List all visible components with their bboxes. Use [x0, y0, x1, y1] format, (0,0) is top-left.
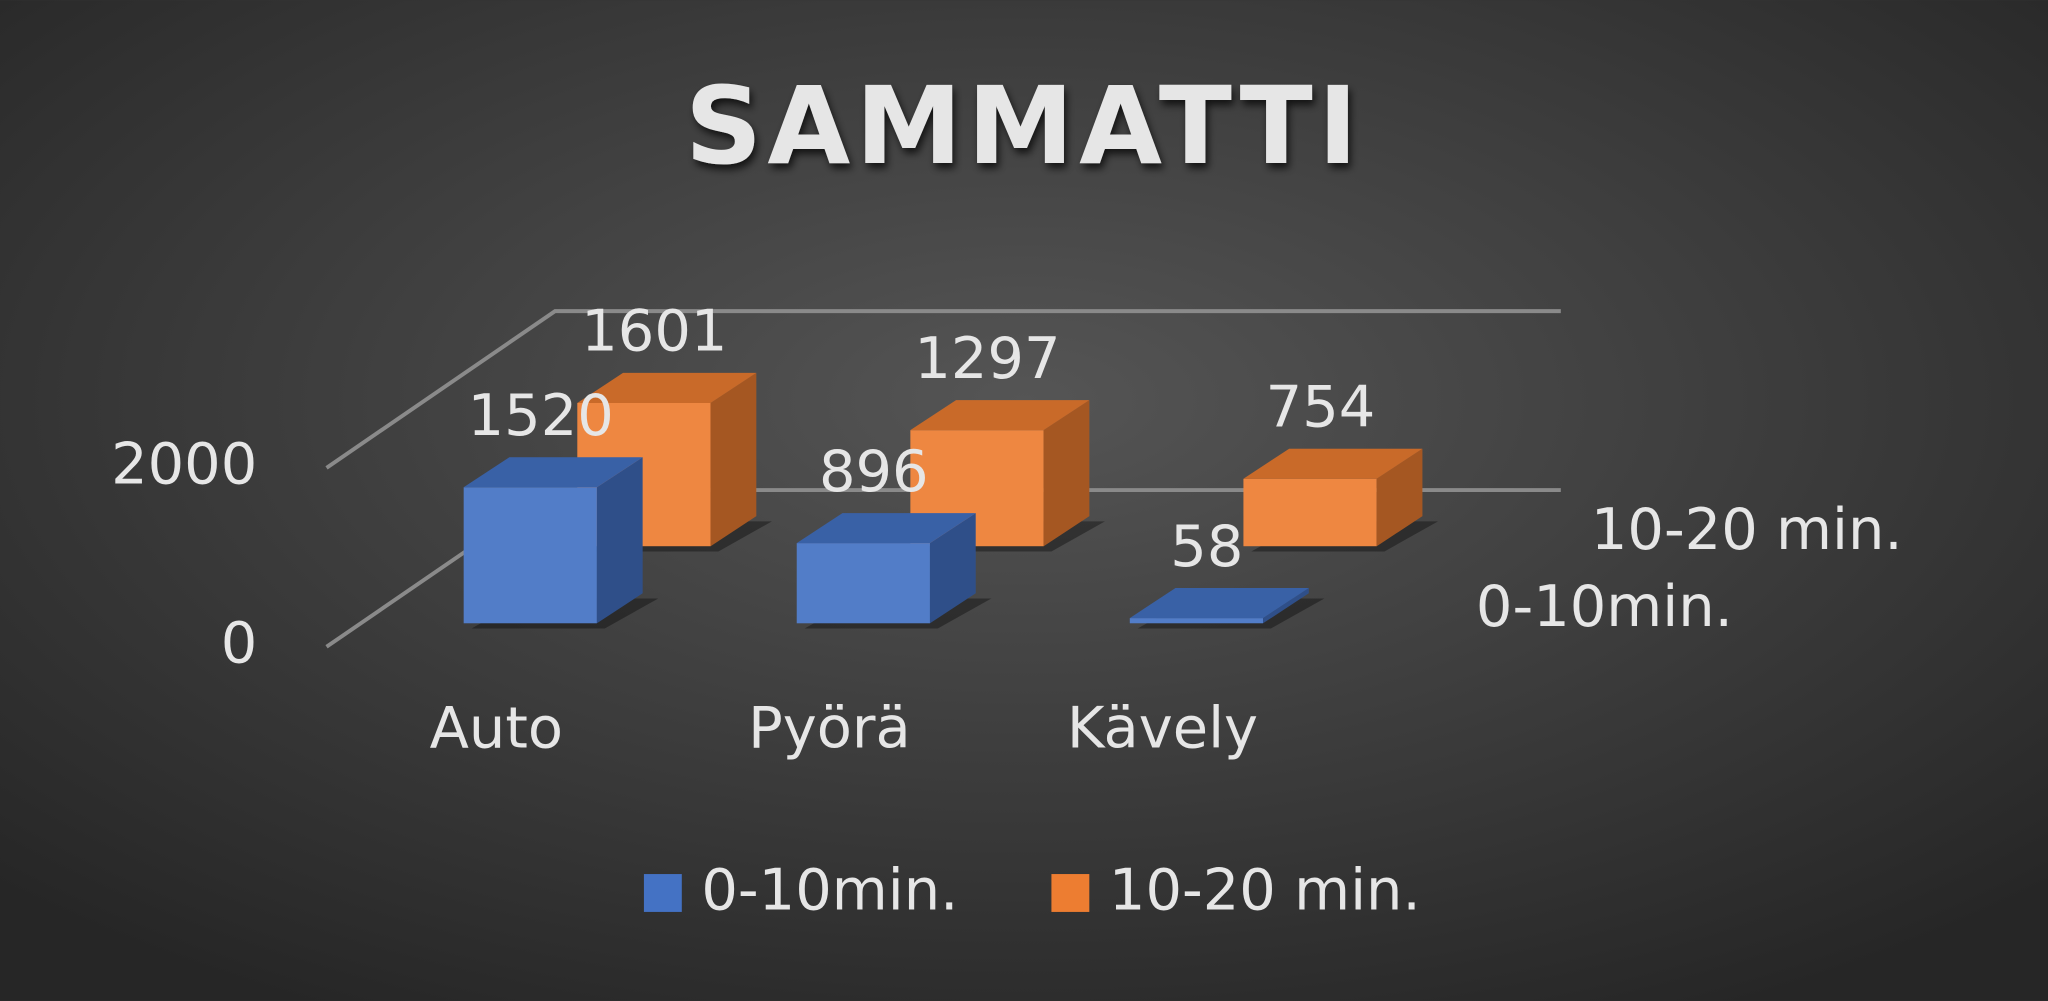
bar-front [796, 543, 930, 624]
x-tick-label: Auto [430, 694, 563, 761]
y-tick-label: 2000 [111, 430, 257, 497]
chart-title: SAMMATTI [685, 65, 1363, 189]
bar-side-shade [1376, 448, 1423, 547]
data-label: 58 [1170, 513, 1243, 580]
depth-axis-label: 10-20 min. [1591, 496, 1903, 563]
bar-front [1129, 618, 1264, 624]
data-label: 1520 [468, 382, 614, 449]
x-tick-label: Kävely [1067, 694, 1258, 761]
bar-front-shade [1243, 478, 1377, 547]
bar-side-shade [929, 513, 976, 624]
bar-side [1263, 588, 1309, 624]
bar-side-shade [1263, 588, 1309, 624]
legend-label: 10-20 min. [1109, 856, 1421, 923]
bar-side [596, 457, 643, 624]
y-tick-label: 0 [221, 609, 258, 676]
bar-top [1243, 448, 1423, 479]
bar-top-shade [1243, 448, 1423, 479]
bar-top-shade [796, 513, 976, 544]
bar-top [577, 372, 757, 403]
bar-top-shade [910, 400, 1090, 431]
bar-top [910, 400, 1090, 431]
data-label: 1601 [581, 298, 727, 365]
legend-swatch [1051, 874, 1090, 912]
bar-side [710, 372, 757, 547]
bar-top [1129, 588, 1309, 619]
bar-side [1376, 448, 1423, 547]
bar-side [929, 513, 976, 624]
bar-side [1043, 400, 1090, 547]
bar-front-shade [463, 487, 597, 624]
bar-front [1243, 478, 1377, 547]
bar-front-shade [796, 543, 930, 624]
bar-side-shade [596, 457, 643, 624]
bar-top-shade [463, 457, 643, 488]
bar-top [796, 513, 976, 544]
data-label: 1297 [914, 325, 1060, 392]
bar-front-shade [1129, 618, 1264, 624]
x-tick-label: Pyörä [748, 694, 911, 761]
data-label: 896 [819, 438, 929, 505]
bar-front [463, 487, 597, 624]
bar-side-shade [710, 372, 757, 547]
data-label: 754 [1266, 373, 1376, 440]
depth-axis-label: 0-10min. [1476, 573, 1733, 640]
grid-line [325, 309, 1561, 470]
bar-top-shade [577, 372, 757, 403]
bar-top-shade [1129, 588, 1309, 619]
legend-label: 0-10min. [701, 856, 958, 923]
legend-swatch [643, 874, 682, 912]
bar-side-shade [1043, 400, 1090, 547]
bar-top [463, 457, 643, 488]
